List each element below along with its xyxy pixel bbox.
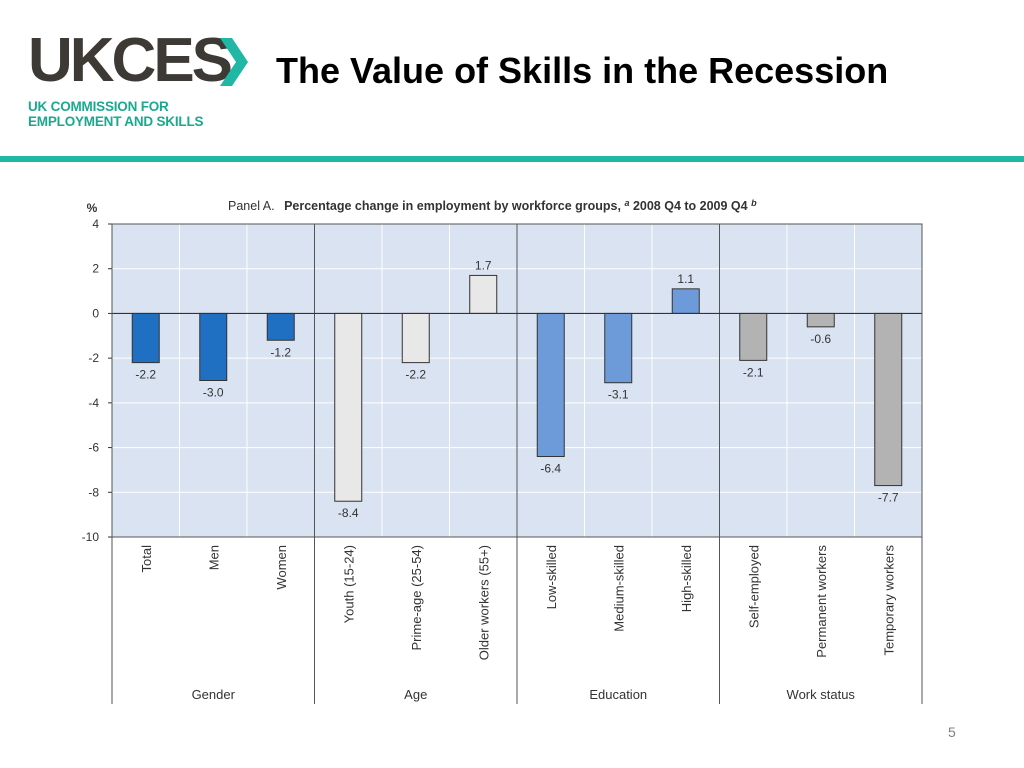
group-label: Education: [589, 687, 647, 702]
ukces-logo: UKCES UK COMMISSION FOR EMPLOYMENT AND S…: [28, 30, 268, 130]
chart-title-footnote-b: b: [751, 198, 757, 208]
logo-subtitle-line1: UK COMMISSION FOR: [28, 99, 169, 114]
chart-title-period: 2008 Q4 to 2009 Q4: [633, 199, 748, 213]
y-tick-label: -8: [88, 485, 99, 499]
y-tick-label: 0: [92, 306, 99, 320]
bar: [671, 288, 700, 314]
y-tick-label: -10: [82, 530, 100, 544]
bar: [806, 312, 835, 328]
category-label: Temporary workers: [881, 545, 896, 656]
category-label: Medium-skilled: [611, 545, 626, 632]
group-label: Work status: [787, 687, 856, 702]
y-tick-label: 2: [92, 262, 99, 276]
data-label: -3.1: [608, 388, 629, 402]
chart-unit-label: %: [87, 201, 98, 215]
category-label: Total: [139, 545, 154, 573]
y-tick-label: -4: [88, 396, 99, 410]
category-label: Women: [274, 545, 289, 590]
category-label: Permanent workers: [814, 545, 829, 658]
plot-frame: [111, 223, 923, 538]
data-label: 1.1: [677, 272, 694, 286]
slide-title: The Value of Skills in the Recession: [276, 50, 889, 91]
bar: [604, 312, 633, 384]
bar: [739, 312, 768, 361]
chart-title-footnote-a: a: [624, 198, 629, 208]
y-tick-label: 4: [92, 217, 99, 231]
bar: [469, 274, 498, 314]
category-label: Self-employed: [746, 545, 761, 628]
page-number: 5: [948, 724, 956, 740]
logo-chevron-icon: [220, 38, 248, 86]
bar: [131, 312, 160, 364]
group-label: Gender: [192, 687, 236, 702]
chart-panel-label: Panel A.: [228, 199, 275, 213]
data-label: 1.7: [475, 258, 492, 272]
logo-wordmark: UKCES: [28, 26, 233, 95]
data-label: -2.2: [405, 368, 426, 382]
y-tick-label: -2: [88, 351, 99, 365]
category-label: High-skilled: [679, 545, 694, 612]
logo-subtitle-line2: EMPLOYMENT AND SKILLS: [28, 114, 204, 129]
bar: [536, 312, 565, 458]
bar: [266, 312, 295, 341]
bar: [199, 312, 228, 381]
data-label: -3.0: [203, 386, 224, 400]
data-label: -7.7: [878, 491, 899, 505]
data-label: -8.4: [338, 506, 359, 520]
data-label: -6.4: [540, 462, 561, 476]
bar: [874, 312, 903, 487]
data-label: -1.2: [270, 345, 291, 359]
group-label: Age: [404, 687, 427, 702]
category-label: Prime-age (25-54): [409, 545, 424, 651]
chart-title-text: Percentage change in employment by workf…: [284, 199, 621, 213]
category-label: Men: [206, 545, 221, 570]
category-label: Youth (15-24): [341, 545, 356, 623]
header-divider: [0, 156, 1024, 162]
data-label: -2.1: [743, 365, 764, 379]
category-label: Low-skilled: [544, 545, 559, 609]
data-label: -0.6: [810, 332, 831, 346]
bar: [401, 312, 430, 364]
bar: [334, 312, 363, 502]
chart-title: Panel A. Percentage change in employment…: [228, 195, 757, 213]
category-label: Older workers (55+): [476, 545, 491, 660]
y-tick-label: -6: [88, 441, 99, 455]
logo-subtitle: UK COMMISSION FOR EMPLOYMENT AND SKILLS: [28, 99, 204, 129]
data-label: -2.2: [135, 368, 156, 382]
